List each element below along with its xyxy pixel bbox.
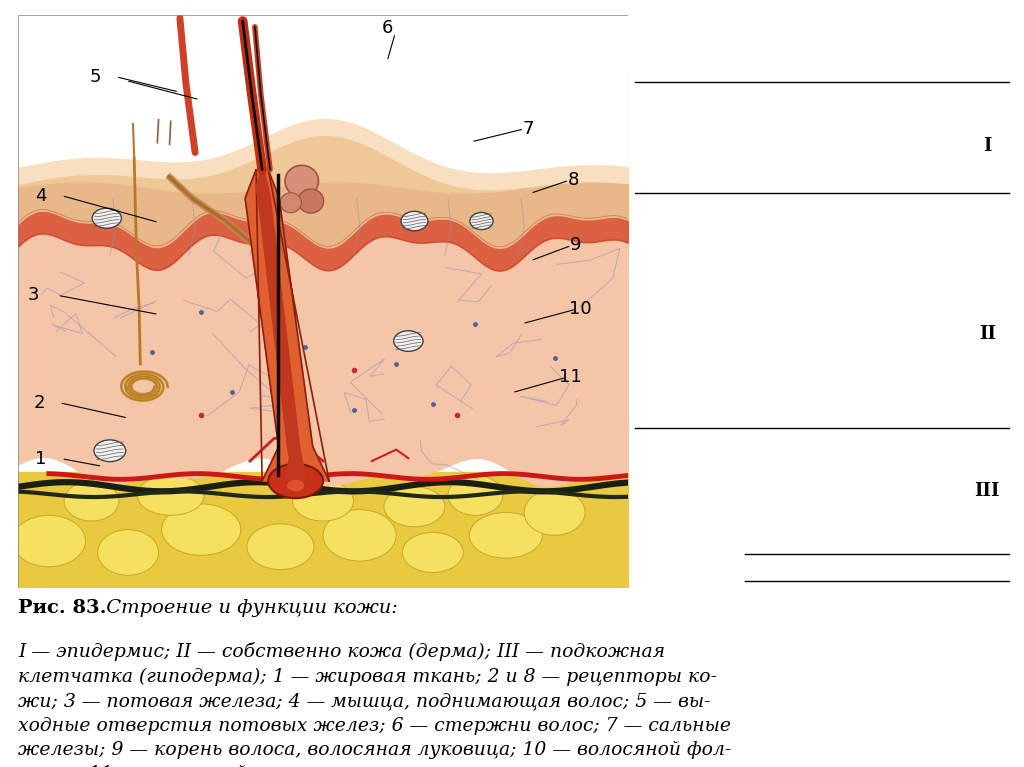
Text: 7: 7 <box>522 120 535 138</box>
Ellipse shape <box>285 166 318 197</box>
Text: 9: 9 <box>569 236 582 255</box>
Text: III: III <box>975 482 999 500</box>
Ellipse shape <box>137 476 204 515</box>
Ellipse shape <box>298 189 324 213</box>
Polygon shape <box>256 170 306 481</box>
Ellipse shape <box>524 489 585 535</box>
Ellipse shape <box>92 208 122 229</box>
Text: 11: 11 <box>559 368 582 387</box>
Polygon shape <box>245 170 329 481</box>
Ellipse shape <box>281 193 301 212</box>
Ellipse shape <box>94 440 126 462</box>
Ellipse shape <box>470 212 494 229</box>
Ellipse shape <box>401 212 428 231</box>
Text: Рис. 83.: Рис. 83. <box>18 599 106 617</box>
Text: 1: 1 <box>35 449 47 468</box>
Ellipse shape <box>394 331 423 351</box>
Ellipse shape <box>287 480 304 492</box>
Ellipse shape <box>65 481 119 521</box>
Ellipse shape <box>384 487 444 527</box>
Ellipse shape <box>162 504 241 555</box>
Text: 2: 2 <box>33 393 45 412</box>
Text: II: II <box>979 324 995 343</box>
Ellipse shape <box>324 509 396 561</box>
Text: 4: 4 <box>35 186 47 205</box>
Ellipse shape <box>247 524 314 570</box>
Ellipse shape <box>97 530 159 575</box>
Ellipse shape <box>268 464 324 499</box>
Text: 8: 8 <box>567 171 580 189</box>
Text: 6: 6 <box>381 19 393 38</box>
Ellipse shape <box>469 512 543 558</box>
Ellipse shape <box>402 532 463 572</box>
Text: 10: 10 <box>569 300 592 318</box>
Ellipse shape <box>12 515 85 567</box>
Text: 5: 5 <box>89 67 101 86</box>
Text: Строение и функции кожи:: Строение и функции кожи: <box>100 599 398 617</box>
Text: I — эпидермис; II — собственно кожа (дерма); III — подкожная
клетчатка (гиподерм: I — эпидермис; II — собственно кожа (дер… <box>18 643 732 767</box>
Ellipse shape <box>447 476 503 515</box>
Text: I: I <box>983 137 991 155</box>
Text: 3: 3 <box>28 286 40 304</box>
Ellipse shape <box>293 481 353 521</box>
